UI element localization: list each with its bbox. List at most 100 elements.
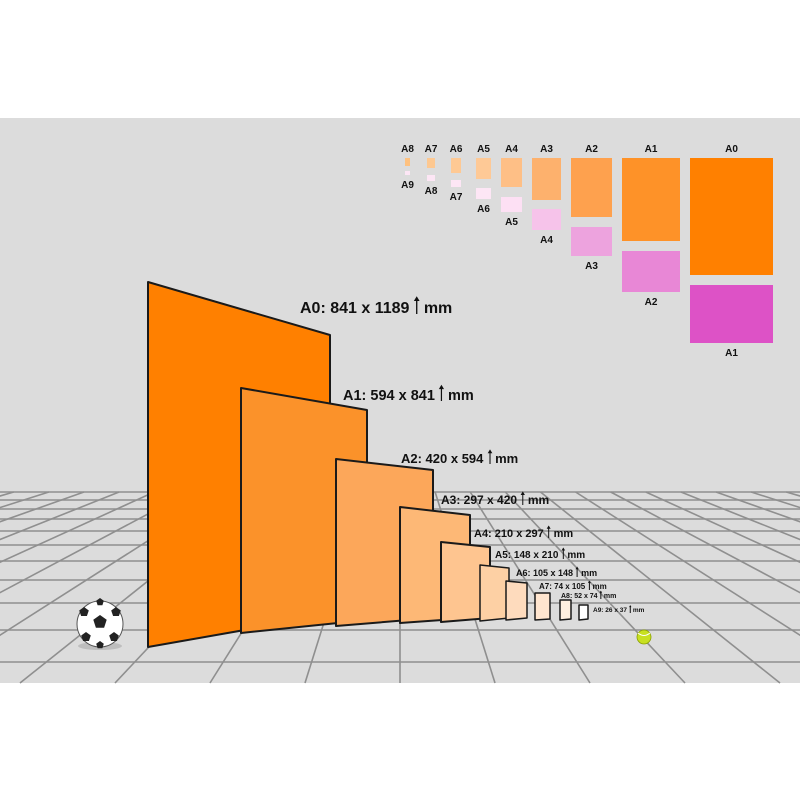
- chart-sheet-a0: [690, 158, 773, 275]
- soccer-ball-patch: [109, 632, 119, 641]
- chart-bottom-label: A5: [505, 217, 518, 228]
- soccer-ball-patch: [96, 598, 104, 606]
- chart-sheet-a6: [451, 158, 461, 173]
- chart-sheet-a3: [532, 158, 561, 200]
- unit-text: mm: [633, 607, 645, 614]
- chart-sheet-a2: [622, 251, 680, 292]
- sheet-label-a6: A6: 105 x 148 mm: [516, 568, 597, 578]
- decorations: [76, 598, 652, 650]
- chart-sheet-a6: [476, 188, 491, 199]
- unit-text: mm: [604, 593, 616, 600]
- up-arrow-head-icon: [487, 449, 493, 454]
- sheet-label-a5: A5: 148 x 210 mm: [495, 550, 585, 561]
- unit-text: mm: [567, 550, 585, 561]
- chart-sheet-a7: [427, 158, 435, 168]
- dimension-text: A8: 52 x 74: [561, 593, 598, 600]
- dimension-text: A6: 105 x 148: [516, 568, 573, 578]
- up-arrow-head-icon: [438, 384, 445, 390]
- up-arrow-head-icon: [520, 491, 525, 495]
- chart-sheet-a2: [571, 158, 612, 217]
- grid-line: [469, 491, 591, 684]
- soccer-ball-patch: [79, 607, 89, 616]
- chart-sheet-a5: [501, 197, 522, 212]
- chart-sheet-a1: [622, 158, 680, 241]
- chart-top-label: A4: [505, 144, 518, 155]
- chart-bottom-label: A7: [450, 192, 463, 203]
- chart-sheet-a4: [532, 209, 561, 230]
- soccer-ball-patch: [93, 615, 107, 628]
- up-arrow-head-icon: [561, 547, 566, 551]
- dimension-text: A3: 297 x 420: [441, 493, 517, 507]
- chart-sheet-a3: [571, 227, 612, 256]
- tennis-ball-icon: [636, 629, 652, 645]
- chart-bottom-label: A9: [401, 180, 414, 191]
- up-arrow-head-icon: [546, 525, 551, 529]
- unit-text: mm: [581, 568, 597, 578]
- dimension-text: A4: 210 x 297: [474, 528, 544, 540]
- chart-top-label: A7: [425, 144, 438, 155]
- grid-line: [575, 491, 800, 637]
- grid-line: [0, 491, 190, 594]
- chart-bottom-label: A1: [725, 348, 738, 359]
- unit-text: mm: [495, 451, 518, 466]
- up-arrow-head-icon: [587, 580, 591, 583]
- sheet-label-a0: A0: 841 x 1189 mm: [300, 300, 452, 317]
- soccer-ball-patch: [111, 607, 121, 616]
- comparison-chart: A0 A1 A1 A2 A2 A3 A3 A4 A4 A5 A5 A6 A6 A7 A7 A8 A8 A9: [401, 144, 773, 359]
- sheet-label-a3: A3: 297 x 420 mm: [441, 493, 549, 507]
- chart-top-label: A2: [585, 144, 598, 155]
- sheet-a7: [534, 592, 551, 621]
- tennis-ball-seam: [637, 632, 651, 636]
- chart-sheet-a5: [476, 158, 491, 179]
- grid-line: [504, 491, 686, 684]
- dimension-text: A9: 26 x 37: [593, 607, 627, 614]
- sheet-label-a7: A7: 74 x 105 mm: [539, 582, 607, 591]
- chart-top-label: A3: [540, 144, 553, 155]
- unit-text: mm: [448, 388, 474, 404]
- grid-line: [610, 491, 800, 594]
- unit-text: mm: [528, 493, 549, 507]
- chart-top-label: A8: [401, 144, 414, 155]
- up-arrow-head-icon: [413, 296, 420, 301]
- chart-top-label: A6: [450, 144, 463, 155]
- chart-bottom-label: A3: [585, 261, 598, 272]
- sheet-a8: [559, 599, 572, 621]
- chart-top-label: A5: [477, 144, 490, 155]
- sheet-a9: [578, 604, 589, 621]
- chart-bottom-label: A6: [477, 204, 490, 215]
- chart-sheet-a4: [501, 158, 522, 187]
- chart-top-label: A0: [725, 144, 738, 155]
- sheet-label-a9: A9: 26 x 37 mm: [593, 607, 645, 614]
- chart-bottom-label: A4: [540, 235, 553, 246]
- unit-text: mm: [592, 582, 606, 591]
- chart-sheet-a9: [405, 171, 410, 175]
- sheet-label-a1: A1: 594 x 841 mm: [343, 388, 474, 404]
- sheet-a6: [505, 580, 528, 621]
- chart-sheet-a8: [427, 175, 435, 181]
- chart-bottom-label: A8: [425, 186, 438, 197]
- soccer-ball-patch: [96, 641, 104, 649]
- grid-line: [680, 491, 800, 541]
- sheet-a5: [479, 564, 510, 622]
- grid-line: [645, 491, 800, 564]
- dimension-text: A0: 841 x 1189: [300, 300, 410, 317]
- unit-text: mm: [424, 300, 452, 317]
- grid-line: [0, 491, 155, 564]
- soccer-ball-patch: [81, 632, 91, 641]
- dimension-text: A1: 594 x 841: [343, 388, 435, 404]
- grid-line: [539, 491, 781, 684]
- up-arrow-head-icon: [575, 566, 579, 570]
- sheet-label-a4: A4: 210 x 297 mm: [474, 528, 573, 540]
- sheet-label-a8: A8: 52 x 74 mm: [561, 593, 616, 600]
- chart-sheet-a1: [690, 285, 773, 343]
- chart-top-label: A1: [645, 144, 658, 155]
- up-arrow-head-icon: [599, 590, 603, 593]
- up-arrow-head-icon: [629, 605, 632, 608]
- sheet-label-a2: A2: 420 x 594 mm: [401, 451, 518, 466]
- chart-bottom-label: A2: [645, 297, 658, 308]
- chart-sheet-a7: [451, 180, 461, 187]
- dimension-text: A2: 420 x 594: [401, 451, 484, 466]
- grid-line: [0, 491, 120, 541]
